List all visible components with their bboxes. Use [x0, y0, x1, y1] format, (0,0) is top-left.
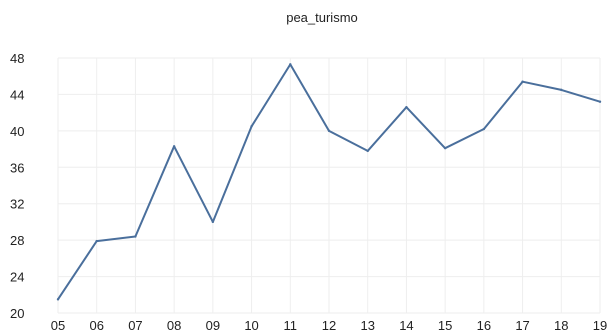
data-points — [56, 63, 602, 301]
x-tick-label: 14 — [399, 318, 413, 333]
y-tick-label: 20 — [10, 306, 24, 321]
x-axis-ticks: 05 06 07 08 09 10 11 12 13 14 15 16 17 18 19 — [51, 318, 607, 333]
x-tick-label: 19 — [593, 318, 607, 333]
data-point — [56, 298, 60, 301]
y-tick-label: 36 — [10, 160, 24, 175]
x-tick-label: 11 — [284, 318, 298, 333]
y-tick-label: 48 — [10, 51, 24, 66]
y-tick-label: 32 — [10, 197, 24, 212]
x-tick-label: 18 — [554, 318, 568, 333]
x-tick-label: 13 — [360, 318, 374, 333]
data-point — [560, 88, 563, 92]
data-point — [521, 80, 524, 83]
x-tick-label: 12 — [322, 318, 336, 333]
data-point — [95, 239, 98, 243]
x-tick-label: 06 — [89, 318, 103, 333]
data-point — [211, 220, 215, 224]
data-point — [482, 127, 486, 131]
x-tick-label: 10 — [244, 318, 258, 333]
x-tick-label: 08 — [167, 318, 181, 333]
y-axis-ticks: 20 24 28 32 36 40 44 48 — [10, 51, 24, 321]
chart-title: pea_turismo — [286, 10, 358, 25]
data-point — [327, 129, 331, 133]
y-tick-label: 40 — [10, 124, 24, 139]
y-tick-label: 24 — [10, 270, 24, 285]
x-tick-label: 16 — [477, 318, 491, 333]
data-point — [289, 63, 292, 66]
x-tick-label: 07 — [128, 318, 142, 333]
x-tick-label: 09 — [206, 318, 220, 333]
y-tick-label: 44 — [10, 87, 24, 102]
x-tick-label: 17 — [515, 318, 529, 333]
data-point — [598, 100, 602, 103]
data-point — [172, 145, 176, 148]
data-point — [366, 149, 369, 153]
data-point — [405, 105, 408, 109]
data-point — [134, 235, 137, 238]
x-tick-label: 15 — [438, 318, 452, 333]
data-point — [250, 125, 253, 128]
x-tick-label: 05 — [51, 318, 65, 333]
data-point — [443, 146, 447, 150]
y-tick-label: 28 — [10, 233, 24, 248]
grid — [57, 57, 601, 314]
